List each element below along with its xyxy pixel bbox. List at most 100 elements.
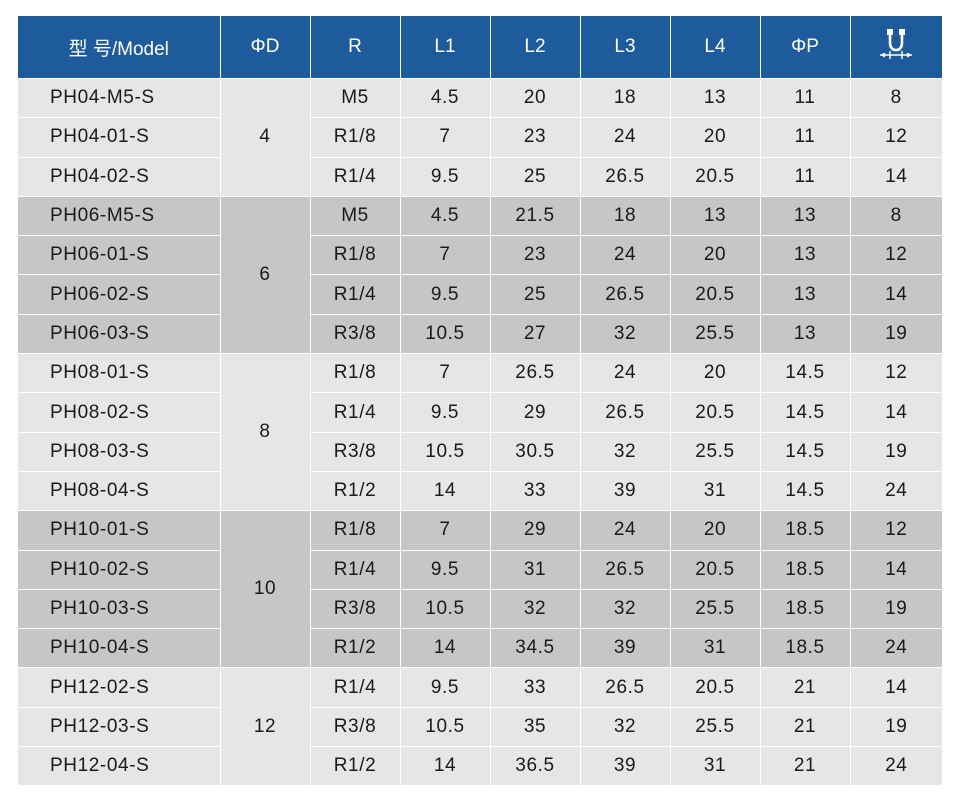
cell-r-thread: R1/4 (310, 156, 401, 197)
cell-l2: 23 (490, 117, 581, 158)
cell-l3: 26.5 (580, 667, 671, 708)
header-l1: L1 (400, 16, 491, 79)
cell-l2: 31 (490, 549, 581, 590)
cell-r-thread: R1/2 (310, 470, 401, 511)
cell-l1: 10.5 (400, 431, 491, 472)
cell-model: PH06-03-S (18, 313, 221, 354)
cell-width-across-flats: 24 (850, 470, 942, 511)
cell-l3: 24 (580, 510, 671, 551)
cell-width-across-flats: 19 (850, 706, 942, 747)
cell-l3: 18 (580, 77, 671, 118)
cell-r-thread: M5 (310, 77, 401, 118)
cell-width-across-flats: 14 (850, 392, 942, 433)
cell-phi-d: 12 (220, 667, 311, 786)
cell-l1: 9.5 (400, 549, 491, 590)
cell-model: PH08-04-S (18, 470, 221, 511)
table-row: PH12-02-S 12 R1/4 9.5 33 26.5 20.5 21 14 (18, 667, 942, 786)
cell-l3: 24 (580, 235, 671, 275)
cell-model: PH06-02-S (18, 274, 221, 315)
cell-l2: 23 (490, 235, 581, 275)
table-row: PH12-04-S R1/2 14 36.5 39 31 21 24 (18, 746, 942, 786)
cell-phi-p: 13 (760, 235, 851, 275)
table-row: PH08-02-S R1/4 9.5 29 26.5 20.5 14.5 14 (18, 392, 942, 433)
cell-l4: 20.5 (670, 274, 761, 315)
cell-l1: 9.5 (400, 156, 491, 197)
cell-width-across-flats: 12 (850, 235, 942, 275)
cell-phi-p: 13 (760, 313, 851, 354)
cell-width-across-flats: 8 (850, 77, 942, 118)
table-row: PH10-03-S R3/8 10.5 32 32 25.5 18.5 19 (18, 588, 942, 629)
cell-l2: 33 (490, 470, 581, 511)
cell-r-thread: R1/4 (310, 667, 401, 708)
cell-l2: 26.5 (490, 353, 581, 393)
header-l3: L3 (580, 16, 671, 79)
cell-l2: 30.5 (490, 431, 581, 472)
cell-l1: 14 (400, 470, 491, 511)
cell-l4: 25.5 (670, 706, 761, 747)
cell-r-thread: R1/8 (310, 510, 401, 551)
cell-r-thread: R1/2 (310, 746, 401, 786)
cell-l4: 25.5 (670, 431, 761, 472)
cell-r-thread: R1/4 (310, 392, 401, 433)
cell-phi-p: 13 (760, 274, 851, 315)
table-row: PH04-M5-S 4 M5 4.5 20 18 13 11 8 (18, 77, 942, 197)
width-across-flats-icon (880, 29, 913, 59)
table-row: PH08-01-S 8 R1/8 7 26.5 24 20 14.5 12 (18, 353, 942, 511)
cell-phi-d: 6 (220, 195, 311, 354)
cell-l4: 20.5 (670, 549, 761, 590)
cell-r-thread: R1/4 (310, 549, 401, 590)
cell-l2: 29 (490, 510, 581, 551)
cell-l4: 20 (670, 353, 761, 393)
cell-r-thread: R3/8 (310, 588, 401, 629)
cell-model: PH12-03-S (18, 706, 221, 747)
cell-l1: 9.5 (400, 667, 491, 708)
cell-l2: 32 (490, 588, 581, 629)
cell-l1: 4.5 (400, 77, 491, 118)
cell-r-thread: R3/8 (310, 431, 401, 472)
cell-phi-p: 14.5 (760, 392, 851, 433)
header-phi-p: ΦP (760, 16, 851, 79)
cell-l2: 25 (490, 156, 581, 197)
cell-l2: 29 (490, 392, 581, 433)
cell-l3: 39 (580, 470, 671, 511)
cell-l4: 13 (670, 195, 761, 236)
cell-r-thread: M5 (310, 195, 401, 236)
table-row: PH08-03-S R3/8 10.5 30.5 32 25.5 14.5 19 (18, 431, 942, 472)
table-row: PH10-01-S 10 R1/8 7 29 24 20 18.5 12 (18, 510, 942, 668)
cell-l2: 33 (490, 667, 581, 708)
header-phi-d: ΦD (220, 16, 311, 79)
table-row: PH10-04-S R1/2 14 34.5 39 31 18.5 24 (18, 628, 942, 668)
cell-l1: 10.5 (400, 706, 491, 747)
table-row: PH08-04-S R1/2 14 33 39 31 14.5 24 (18, 470, 942, 511)
cell-width-across-flats: 8 (850, 195, 942, 236)
cell-width-across-flats: 24 (850, 746, 942, 786)
header-r: R (310, 16, 401, 79)
cell-l1: 9.5 (400, 392, 491, 433)
cell-model: PH08-02-S (18, 392, 221, 433)
cell-model: PH06-M5-S (18, 195, 221, 236)
cell-phi-p: 21 (760, 746, 851, 786)
cell-l4: 20 (670, 235, 761, 275)
header-width-across-flats (850, 16, 942, 79)
cell-l3: 32 (580, 706, 671, 747)
cell-phi-d: 10 (220, 510, 311, 668)
cell-model: PH04-01-S (18, 117, 221, 158)
cell-r-thread: R1/2 (310, 628, 401, 668)
cell-phi-p: 14.5 (760, 353, 851, 393)
cell-l3: 26.5 (580, 156, 671, 197)
cell-l2: 20 (490, 77, 581, 118)
cell-width-across-flats: 12 (850, 117, 942, 158)
cell-phi-d: 4 (220, 78, 311, 197)
cell-l4: 20.5 (670, 156, 761, 197)
cell-l4: 20.5 (670, 667, 761, 708)
cell-l1: 10.5 (400, 588, 491, 629)
cell-model: PH12-02-S (18, 667, 221, 708)
cell-l1: 7 (400, 117, 491, 158)
spec-table: 型 号/Model ΦD R L1 L2 L3 L4 ΦP (18, 16, 942, 786)
cell-phi-p: 11 (760, 77, 851, 118)
cell-width-across-flats: 12 (850, 510, 942, 551)
cell-l4: 25.5 (670, 313, 761, 354)
cell-l2: 25 (490, 274, 581, 315)
cell-l3: 39 (580, 628, 671, 668)
cell-model: PH08-01-S (18, 353, 221, 393)
